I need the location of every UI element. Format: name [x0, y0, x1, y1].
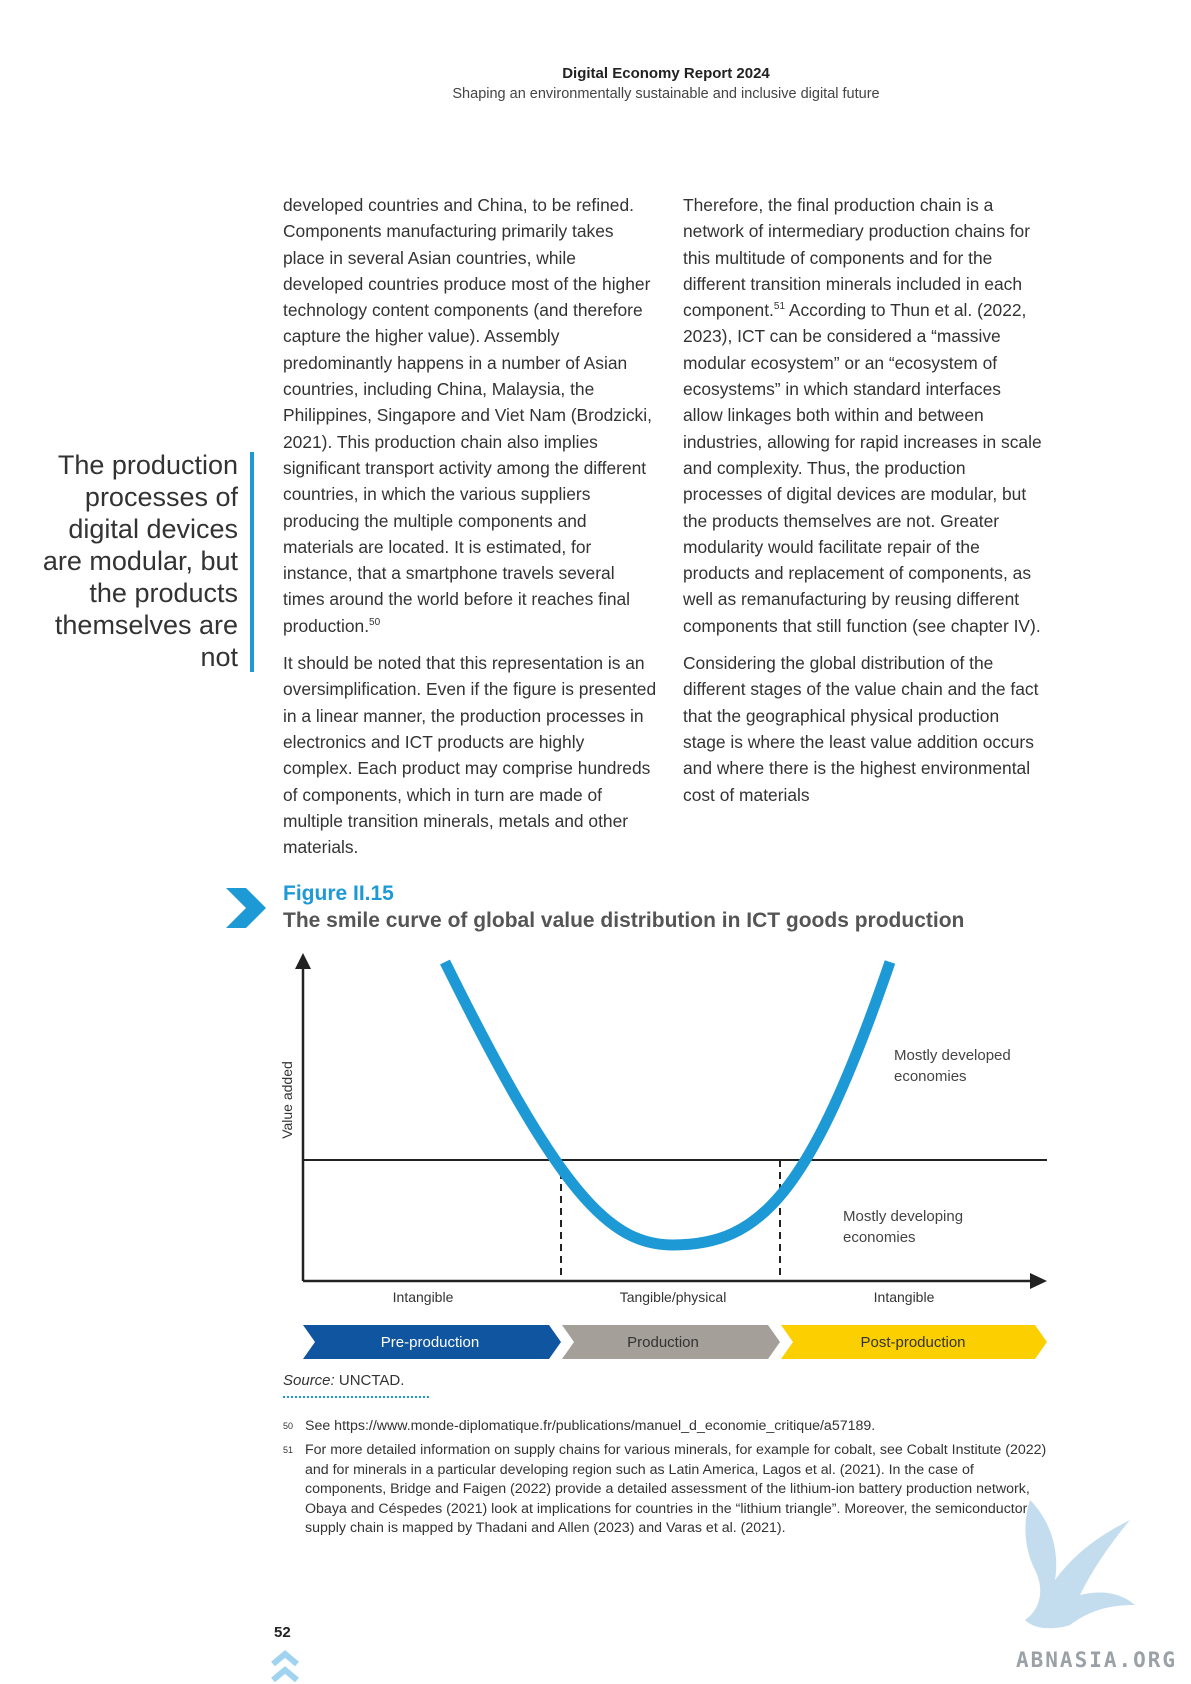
smile-curve: [440, 959, 896, 1251]
y-axis-label: Value added: [279, 1061, 295, 1139]
footnote-ref[interactable]: 50: [369, 616, 381, 628]
stage-arrow-post-production: [781, 1325, 1047, 1359]
zone-label: Intangible: [393, 1289, 454, 1305]
annotation-upper-line1: Mostly developed: [894, 1047, 1011, 1064]
x-axis-arrow: [1030, 1273, 1047, 1289]
pull-quote: The production processes of digital devi…: [42, 450, 238, 672]
footnote: 50 See https://www.monde-diplomatique.fr…: [283, 1417, 1053, 1437]
stage-label: Pre-production: [381, 1334, 479, 1351]
zone-label: Intangible: [874, 1289, 935, 1305]
stage-arrow-production: [562, 1325, 780, 1359]
annotation-lower-line1: Mostly developing: [843, 1208, 963, 1225]
paragraph: Therefore, the final production chain is…: [683, 192, 1045, 639]
footnote-ref[interactable]: 51: [773, 301, 786, 313]
report-title: Digital Economy Report 2024: [562, 65, 770, 82]
footnote-number: 51: [283, 1445, 294, 1455]
text-column-left: developed countries and China, to be ref…: [283, 192, 658, 871]
source-label: Source:: [283, 1372, 335, 1389]
paragraph: developed countries and China, to be ref…: [283, 192, 658, 639]
watermark-logo-icon: [1025, 1500, 1135, 1629]
chevron-right-icon: [226, 888, 266, 928]
footnote: 51 For more detailed information on supp…: [283, 1441, 1053, 1539]
paragraph: Considering the global distribution of t…: [683, 653, 1039, 805]
stage-label: Production: [627, 1334, 699, 1351]
chevron-up-icon[interactable]: [270, 1648, 300, 1684]
smile-curve-chart: Value added Mostly developed economies M…: [279, 953, 1047, 1359]
watermark-text: ABNASIA.ORG: [1016, 1648, 1178, 1672]
source-text: UNCTAD.: [334, 1372, 405, 1389]
pull-quote-bar: [250, 452, 254, 672]
annotation-upper-line2: economies: [894, 1068, 967, 1085]
figure-label: Figure II.15: [283, 882, 394, 905]
footnote-divider: [283, 1396, 429, 1398]
report-header: Digital Economy Report 2024 Shaping an e…: [0, 64, 1191, 104]
footnote-number: 50: [283, 1421, 294, 1431]
y-axis-arrow: [295, 953, 311, 969]
figure-title: The smile curve of global value distribu…: [283, 909, 965, 932]
text-column-right: Therefore, the final production chain is…: [683, 192, 1045, 819]
footnote-text: See https://www.monde-diplomatique.fr/pu…: [305, 1418, 876, 1434]
footnote-text: For more detailed information on supply …: [305, 1442, 1047, 1536]
paragraph-text: According to Thun et al. (2022, 2023), I…: [683, 300, 1042, 636]
report-subtitle: Shaping an environmentally sustainable a…: [452, 86, 880, 102]
zone-label: Tangible/physical: [620, 1289, 727, 1305]
figure-source: Source: UNCTAD.: [283, 1372, 404, 1389]
paragraph: It should be noted that this representat…: [283, 653, 657, 858]
page-number: 52: [274, 1624, 291, 1641]
stage-arrow-pre-production: [303, 1325, 561, 1359]
annotation-lower-line2: economies: [843, 1229, 916, 1246]
paragraph-text: Therefore, the final production chain is…: [683, 195, 1031, 321]
paragraph-text: developed countries and China, to be ref…: [283, 195, 652, 636]
stage-label: Post-production: [860, 1334, 965, 1351]
